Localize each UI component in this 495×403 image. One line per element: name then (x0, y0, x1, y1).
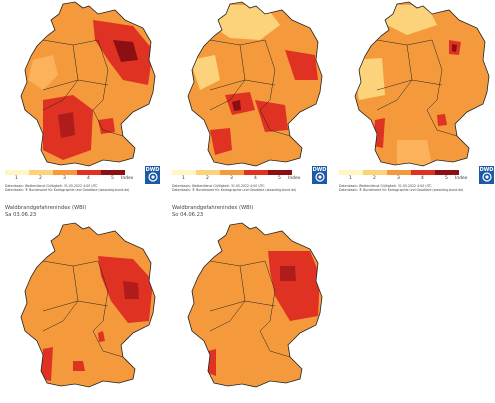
legend-unit: Index (455, 176, 468, 181)
legend-tick: 4 (421, 176, 424, 181)
source-line-2: Datenbasis: ® Bundesamt für Kartographie… (172, 188, 297, 192)
dwd-logo: DWD (145, 166, 160, 190)
dwd-swirl-icon (147, 172, 158, 182)
legend-tick: 5 (445, 176, 448, 181)
dwd-logo: DWD (479, 166, 494, 190)
map-panel-2: 1 2 3 4 5 Index Datenbasis: Wetterdienst… (170, 0, 330, 198)
germany-map (20, 222, 156, 388)
legend-color-bar (5, 170, 125, 175)
legend-tick: 3 (230, 176, 233, 181)
map-panel-1: 1 2 3 4 5 Index Datenbasis: Wetterdienst… (3, 0, 163, 198)
legend-tick: 4 (87, 176, 90, 181)
map-panel-5: Waldbrandgefahrenindex (WBI) So 04.06.23 (170, 205, 330, 403)
source-line-1: Datenbasis: Wetterdienst Gültigkeit: 31.… (5, 184, 98, 188)
legend: 1 2 3 4 5 Index Datenbasis: Wetterdienst… (172, 170, 312, 194)
legend-tick: 3 (63, 176, 66, 181)
panel-title-block: Waldbrandgefahrenindex (WBI) Sa 03.06.23 (5, 205, 86, 219)
legend-color-bar (172, 170, 292, 175)
legend-unit: Index (288, 176, 301, 181)
source-line-2: Datenbasis: ® Bundesamt für Kartographie… (5, 188, 130, 192)
legend-tick: 2 (373, 176, 376, 181)
panel-title: Waldbrandgefahrenindex (WBI) (5, 205, 87, 211)
panel-title-block: Waldbrandgefahrenindex (WBI) So 04.06.23 (172, 205, 253, 219)
map-panel-4: Waldbrandgefahrenindex (WBI) Sa 03.06.23 (3, 205, 163, 403)
legend-unit: Index (121, 176, 134, 181)
dwd-swirl-icon (314, 172, 325, 182)
legend-tick: 4 (254, 176, 257, 181)
legend-color-bar (339, 170, 459, 175)
germany-map (187, 222, 323, 388)
legend-tick: 5 (278, 176, 281, 181)
panel-date: Sa 03.06.23 (5, 212, 37, 218)
legend-tick: 2 (206, 176, 209, 181)
legend-tick: 5 (111, 176, 114, 181)
dwd-logo: DWD (312, 166, 327, 190)
legend: 1 2 3 4 5 Index Datenbasis: Wetterdienst… (5, 170, 145, 194)
map-panel-3: 1 2 3 4 5 Index Datenbasis: Wetterdienst… (337, 0, 495, 198)
dwd-swirl-icon (481, 172, 492, 182)
source-line-2: Datenbasis: ® Bundesamt für Kartographie… (339, 188, 464, 192)
panel-date: So 04.06.23 (172, 212, 204, 218)
germany-map (20, 1, 156, 167)
legend-tick: 2 (39, 176, 42, 181)
source-line-1: Datenbasis: Wetterdienst Gültigkeit: 31.… (339, 184, 432, 188)
legend-tick: 1 (182, 176, 185, 181)
legend-tick: 1 (15, 176, 18, 181)
legend: 1 2 3 4 5 Index Datenbasis: Wetterdienst… (339, 170, 479, 194)
legend-tick: 3 (397, 176, 400, 181)
panel-title: Waldbrandgefahrenindex (WBI) (172, 205, 254, 211)
legend-tick: 1 (349, 176, 352, 181)
source-line-1: Datenbasis: Wetterdienst Gültigkeit: 31.… (172, 184, 265, 188)
germany-map (354, 1, 490, 167)
germany-map (187, 1, 323, 167)
